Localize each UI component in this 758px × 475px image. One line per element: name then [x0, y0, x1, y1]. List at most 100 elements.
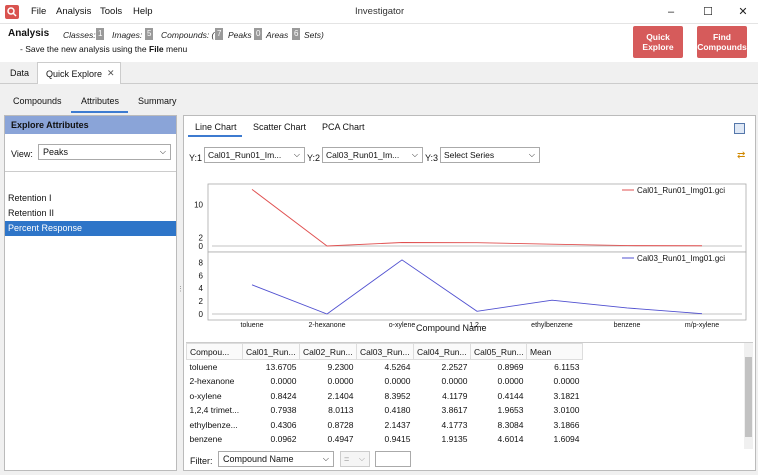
y-tick-label: 2: [199, 297, 204, 306]
y-tick-label: 0: [199, 242, 204, 251]
close-window-button[interactable]: ✕: [738, 6, 748, 18]
value-cell: 2.1437: [384, 419, 411, 430]
column-header[interactable]: Cal05_Run...: [470, 343, 527, 360]
chart-tab-indicator: [188, 135, 242, 137]
chart-panel-frame: [207, 183, 747, 253]
x-tick-label: ethylbenzene: [531, 322, 573, 329]
menu-help[interactable]: Help: [133, 6, 153, 17]
y-tick-label: 2: [199, 234, 204, 243]
subtab-attributes[interactable]: Attributes: [81, 96, 120, 106]
classes-label: Classes:: [63, 30, 96, 40]
chevron-down-icon: ⌵: [322, 454, 329, 463]
minimize-button[interactable]: –: [667, 6, 675, 18]
column-header[interactable]: Cal02_Run...: [299, 343, 357, 360]
x-tick-label: m/p-xylene: [685, 322, 719, 329]
view-select[interactable]: Peaks ⌵: [38, 144, 171, 160]
view-label: View:: [11, 149, 33, 159]
filter-value-input[interactable]: [375, 451, 411, 467]
scrollbar-thumb[interactable]: [745, 357, 752, 437]
value-cell: 4.1773: [441, 419, 468, 430]
x-tick-label: o-xylene: [389, 322, 416, 329]
value-cell: 3.8617: [441, 405, 468, 416]
filter-operator-select[interactable]: = ⌵: [340, 451, 370, 467]
subtab-summary[interactable]: Summary: [138, 96, 177, 106]
value-cell: 2.1404: [327, 390, 354, 401]
table-row[interactable]: ethylbenze... 0.4306 0.8728 2.1437 4.1773 8.3…: [187, 418, 583, 433]
y1-select-value: Cal01_Run01_Im...: [208, 150, 282, 160]
tab-scatter-chart[interactable]: Scatter Chart: [253, 122, 307, 132]
save-icon[interactable]: [734, 123, 745, 134]
table-row[interactable]: benzene 0.0962 0.4947 0.9415 1.9135 4.6014 1.6…: [187, 432, 583, 447]
menu-tools[interactable]: Tools: [100, 6, 123, 17]
tab-pca-chart[interactable]: PCA Chart: [322, 122, 365, 132]
y1-series-select[interactable]: Cal01_Run01_Im... ⌵: [204, 147, 305, 163]
sets-label: Sets): [304, 30, 324, 40]
window-title: Investigator: [355, 6, 405, 17]
y2-label: Y:2: [307, 153, 321, 163]
column-header[interactable]: Cal03_Run...: [356, 343, 414, 360]
y-tick-label: 4: [199, 284, 204, 293]
title-bar: File Analysis Tools Help Investigator – …: [0, 0, 758, 24]
legend-label: Cal03_Run01_Img01.gci: [637, 254, 725, 263]
compound-name-cell: benzene: [189, 434, 223, 445]
value-cell: 0.0000: [553, 376, 580, 387]
value-cell: 0.8728: [327, 419, 354, 430]
filter-field-value: Compound Name: [223, 454, 294, 464]
value-cell: 1.6094: [553, 434, 580, 445]
value-cell: 0.8424: [270, 390, 297, 401]
compound-name-cell: toluene: [189, 362, 218, 372]
x-tick-label: benzene: [614, 322, 641, 329]
tab-data[interactable]: Data: [10, 68, 30, 78]
top-tab-bar: Data Quick Explore ✕: [0, 62, 758, 84]
analysis-title: Analysis: [8, 28, 50, 39]
app-logo-icon: [5, 5, 19, 19]
table-row[interactable]: toluene 13.6705 9.2300 4.5264 2.2527 0.8969 6.…: [187, 360, 583, 375]
value-cell: 0.0000: [270, 376, 297, 387]
value-cell: 0.8969: [497, 362, 524, 372]
value-cell: 8.3084: [497, 419, 524, 430]
table-row[interactable]: 2-hexanone 0.0000 0.0000 0.0000 0.0000 0.0000…: [187, 374, 583, 389]
refresh-icon[interactable]: ⇄: [737, 150, 746, 161]
y-tick-label: 0: [199, 310, 204, 319]
value-cell: 4.1179: [442, 390, 468, 401]
attribute-item[interactable]: Retention II: [8, 208, 55, 218]
y-tick-label: 10: [194, 201, 203, 210]
classes-count-badge: 1: [96, 28, 105, 40]
attribute-item-selected[interactable]: Percent Response: [5, 221, 176, 236]
y-tick-label: 6: [199, 271, 204, 280]
attribute-item[interactable]: Retention I: [8, 193, 52, 203]
hint-file: File: [149, 44, 164, 54]
find-compounds-button[interactable]: Find Compounds: [697, 26, 747, 58]
subtab-compounds[interactable]: Compounds: [13, 96, 62, 106]
splitter-handle[interactable]: ⋮: [177, 286, 184, 293]
chart-panel: Line Chart Scatter Chart PCA Chart Y:1 C…: [183, 115, 756, 471]
column-header[interactable]: Compou...: [186, 343, 243, 360]
y1-label: Y:1: [189, 153, 203, 163]
x-tick-label: 2-hexanone: [309, 322, 346, 329]
y2-series-select[interactable]: Cal03_Run01_Im... ⌵: [322, 147, 423, 163]
close-tab-icon[interactable]: ✕: [107, 68, 115, 78]
analysis-info-bar: Analysis Classes: 1 Images: 5 Compounds:…: [0, 24, 758, 62]
value-cell: 0.4947: [327, 434, 354, 445]
value-cell: 2.2527: [441, 362, 468, 372]
table-row[interactable]: 1,2,4 trimet... 0.7938 8.0113 0.4180 3.8617 1…: [187, 403, 583, 418]
column-header[interactable]: Cal01_Run...: [242, 343, 300, 360]
filter-field-select[interactable]: Compound Name ⌵: [218, 451, 334, 467]
x-tick-label: 1,2...: [469, 322, 485, 329]
menu-analysis[interactable]: Analysis: [56, 6, 92, 17]
table-row[interactable]: o-xylene 0.8424 2.1404 8.3952 4.1179 0.4144 3.…: [187, 389, 583, 404]
tab-quick-explore[interactable]: Quick Explore ✕: [37, 62, 121, 84]
value-cell: 0.4144: [497, 390, 524, 401]
column-header[interactable]: Cal04_Run...: [413, 343, 471, 360]
hint-prefix: - Save the new analysis using the: [20, 44, 149, 54]
maximize-button[interactable]: ☐: [703, 6, 713, 18]
quick-explore-button[interactable]: Quick Explore: [633, 26, 683, 58]
vertical-scrollbar[interactable]: [744, 343, 753, 449]
tab-line-chart[interactable]: Line Chart: [195, 122, 237, 132]
y3-series-select[interactable]: Select Series ⌵: [440, 147, 540, 163]
value-cell: 0.0000: [441, 376, 468, 387]
filter-operator-value: =: [344, 454, 350, 464]
x-tick-label: toluene: [241, 322, 264, 329]
column-header[interactable]: Mean: [526, 343, 583, 360]
menu-file[interactable]: File: [31, 6, 47, 17]
